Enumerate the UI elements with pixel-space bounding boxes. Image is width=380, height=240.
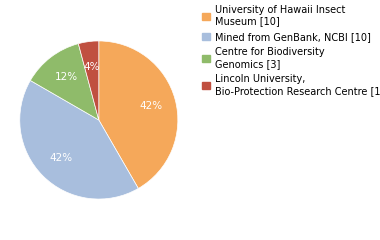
Wedge shape bbox=[30, 44, 99, 120]
Legend: University of Hawaii Insect
Museum [10], Mined from GenBank, NCBI [10], Centre f: University of Hawaii Insect Museum [10],… bbox=[203, 5, 380, 96]
Wedge shape bbox=[78, 41, 99, 120]
Text: 42%: 42% bbox=[49, 153, 72, 163]
Wedge shape bbox=[99, 41, 178, 188]
Text: 12%: 12% bbox=[54, 72, 78, 82]
Text: 4%: 4% bbox=[84, 62, 100, 72]
Wedge shape bbox=[20, 80, 138, 199]
Text: 42%: 42% bbox=[139, 101, 162, 111]
